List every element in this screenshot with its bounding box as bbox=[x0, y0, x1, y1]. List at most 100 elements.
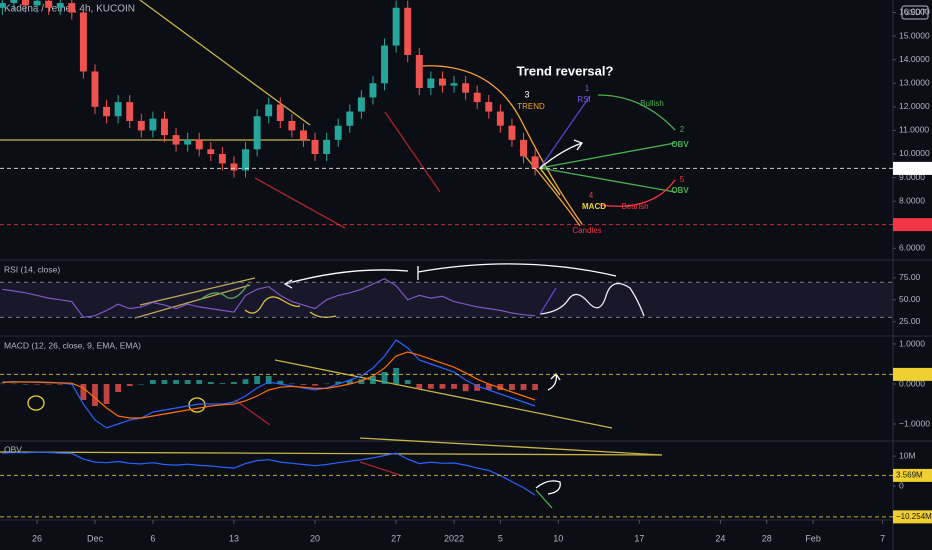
candle-body bbox=[91, 71, 99, 107]
candle-body bbox=[299, 130, 307, 140]
candle-body bbox=[79, 12, 87, 72]
histogram-bar bbox=[288, 383, 295, 385]
histogram-bar bbox=[34, 384, 40, 385]
trend-line bbox=[539, 167, 676, 193]
candle-body bbox=[357, 97, 365, 112]
trend-line bbox=[139, 0, 311, 126]
candle-body bbox=[253, 116, 261, 150]
candle-body bbox=[218, 153, 226, 164]
currency-box[interactable] bbox=[901, 5, 929, 20]
histogram-bar bbox=[520, 384, 527, 390]
candle-body bbox=[276, 104, 284, 121]
histogram-bar bbox=[312, 384, 318, 386]
x-tick-label: 24 bbox=[715, 533, 725, 543]
histogram-bar bbox=[300, 384, 307, 385]
annotation: Trend reversal? bbox=[517, 63, 614, 78]
histogram-bar bbox=[427, 384, 434, 389]
y-tick-label: 25.00 bbox=[899, 316, 921, 326]
arrow bbox=[283, 269, 409, 289]
wave bbox=[199, 283, 249, 301]
histogram-bar bbox=[404, 380, 411, 384]
circle bbox=[27, 395, 45, 411]
histogram-bar bbox=[323, 383, 330, 385]
histogram-bar bbox=[485, 384, 492, 390]
y-tick-label: 16.0000 bbox=[899, 7, 930, 17]
candle-body bbox=[0, 3, 6, 8]
x-tick-label: 13 bbox=[229, 533, 239, 543]
histogram-bar bbox=[231, 382, 237, 384]
trend-line bbox=[234, 399, 271, 426]
candle-body bbox=[288, 120, 296, 131]
curve bbox=[519, 149, 581, 227]
histogram-bar bbox=[393, 368, 400, 384]
x-tick-label: 2022 bbox=[444, 533, 464, 543]
candle-body bbox=[462, 83, 470, 93]
histogram-bar bbox=[57, 384, 64, 385]
histogram-bar bbox=[497, 384, 504, 390]
indicator-title: OBV bbox=[4, 444, 22, 454]
candle-body bbox=[473, 92, 481, 103]
price-label-box bbox=[893, 468, 932, 482]
y-tick-label: 0.0000 bbox=[899, 378, 925, 388]
histogram-bar bbox=[138, 384, 145, 385]
arc bbox=[535, 480, 561, 495]
candle-body bbox=[334, 125, 342, 140]
candle-body bbox=[346, 111, 354, 126]
candle-body bbox=[520, 139, 527, 157]
curve bbox=[419, 65, 583, 225]
histogram-bar bbox=[103, 384, 110, 404]
histogram-bar bbox=[11, 383, 17, 385]
y-tick-label: 15.0000 bbox=[899, 30, 930, 40]
candle-body bbox=[392, 7, 400, 46]
candle-body bbox=[114, 102, 122, 117]
indicator-line bbox=[2, 451, 536, 496]
indicator-line bbox=[2, 351, 536, 419]
candle-body bbox=[45, 0, 53, 8]
histogram-bar bbox=[509, 384, 515, 390]
y-tick-label: 50.00 bbox=[899, 294, 921, 304]
candle-body bbox=[230, 163, 238, 171]
annotation: TREND bbox=[517, 102, 545, 111]
y-tick-label: 13.0000 bbox=[899, 77, 930, 87]
histogram-bar bbox=[462, 384, 469, 392]
x-tick-label: 26 bbox=[32, 533, 42, 543]
currency[interactable]: USDT bbox=[904, 8, 926, 17]
annotation: OBV bbox=[671, 140, 689, 149]
histogram-bar bbox=[161, 380, 168, 384]
annotation: RSI bbox=[577, 95, 590, 104]
price-label: 3.569M bbox=[896, 471, 923, 480]
price-axis bbox=[893, 0, 932, 550]
x-tick-label: 20 bbox=[310, 533, 320, 543]
candle-body bbox=[160, 118, 168, 136]
wave bbox=[539, 282, 645, 317]
obv-drawings bbox=[0, 437, 663, 509]
x-tick-label: 27 bbox=[391, 533, 401, 543]
candle-body bbox=[10, 0, 18, 4]
y-tick-label: 6.0000 bbox=[899, 243, 925, 253]
annotation: Bearish bbox=[621, 202, 648, 211]
x-tick-label: Feb bbox=[805, 533, 821, 543]
histogram-bar bbox=[346, 380, 353, 384]
histogram-bar bbox=[173, 380, 179, 384]
annotation: 5 bbox=[680, 175, 685, 184]
annotation: Bullish bbox=[640, 99, 664, 108]
histogram-bar bbox=[474, 384, 481, 391]
candle-body bbox=[195, 139, 203, 150]
histogram-bar bbox=[335, 381, 342, 384]
candle-body bbox=[172, 135, 180, 145]
candle-body bbox=[68, 3, 76, 13]
candle-body bbox=[149, 118, 157, 131]
price-label: −10.254M bbox=[896, 512, 932, 521]
y-tick-label: 14.0000 bbox=[899, 54, 930, 64]
trend-line bbox=[539, 142, 676, 169]
x-tick-label: 6 bbox=[150, 533, 155, 543]
trend-line bbox=[535, 489, 553, 509]
histogram-bar bbox=[115, 384, 122, 392]
y-tick-label: 11.0000 bbox=[899, 125, 929, 135]
indicator-line bbox=[2, 339, 536, 429]
price-label-box bbox=[893, 367, 932, 381]
circle bbox=[188, 397, 206, 413]
candle-body bbox=[184, 139, 192, 145]
annotation: 1 bbox=[585, 84, 590, 93]
